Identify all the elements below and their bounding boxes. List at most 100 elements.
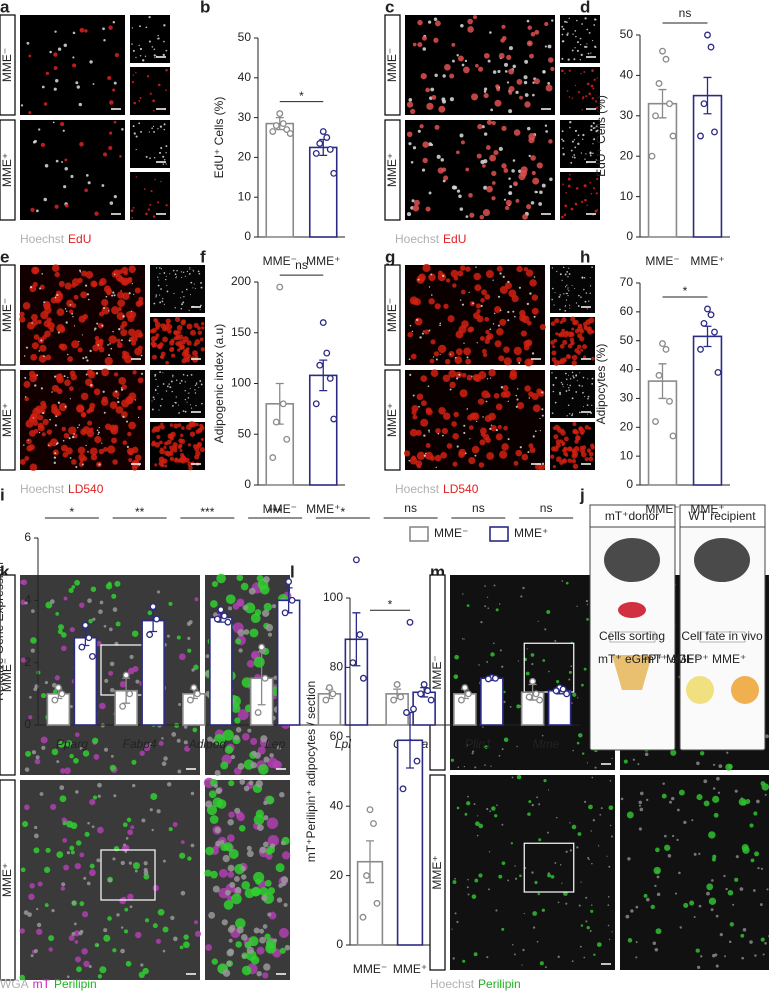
cell: [579, 37, 582, 40]
cell: [190, 329, 197, 336]
cell: [490, 652, 495, 657]
diagram-title: WT recipient: [688, 509, 756, 523]
cell: [47, 321, 55, 330]
cell: [607, 896, 610, 898]
cell: [495, 433, 503, 441]
cell: [669, 800, 672, 804]
cell: [569, 413, 571, 415]
cell: [255, 809, 265, 818]
cell: [571, 960, 574, 963]
cell: [441, 434, 444, 437]
cell: [457, 55, 464, 62]
cell: [55, 79, 59, 83]
cell: [529, 53, 534, 59]
cell: [29, 883, 35, 889]
cell: [84, 831, 90, 837]
cell: [661, 793, 667, 799]
micrograph: [620, 775, 769, 970]
cell: [585, 153, 587, 155]
cell: [459, 389, 468, 398]
y-tick-label: 80: [330, 660, 344, 674]
cell: [596, 77, 599, 79]
cell: [56, 388, 63, 395]
cell: [460, 140, 465, 145]
cell: [670, 749, 677, 756]
cell: [425, 87, 430, 93]
cell: [194, 384, 197, 387]
cell: [582, 138, 584, 141]
cell: [486, 596, 489, 598]
cell: [159, 342, 164, 347]
cell: [568, 389, 570, 391]
y-tick-label: 2: [24, 655, 31, 669]
cell: [412, 414, 418, 420]
cell: [36, 209, 39, 213]
cell: [182, 336, 189, 343]
cell: [128, 861, 132, 865]
cell: [205, 944, 213, 951]
cell: [183, 740, 188, 745]
cell: [483, 159, 488, 164]
cell: [108, 354, 111, 357]
cell: [572, 422, 577, 427]
cell: [478, 371, 487, 380]
cell: [689, 900, 695, 906]
cell: [112, 390, 120, 398]
y-axis-label: EdU⁺ Cells (%): [212, 97, 226, 179]
cell: [526, 126, 531, 131]
cell: [683, 902, 689, 908]
cell: [79, 141, 84, 147]
cell: [280, 876, 289, 884]
cell: [575, 129, 577, 132]
cell: [157, 284, 160, 287]
cell: [205, 800, 213, 808]
cell: [461, 372, 467, 378]
cell: [655, 847, 660, 853]
cell: [562, 147, 564, 149]
cell: [491, 170, 497, 177]
cell: [186, 374, 189, 377]
cell: [228, 780, 235, 787]
cell: [41, 403, 47, 410]
cell: [241, 874, 247, 880]
y-tick-label: 50: [620, 333, 634, 347]
cell: [566, 284, 568, 286]
cell: [590, 445, 595, 450]
cell: [492, 70, 497, 74]
cell: [561, 57, 564, 60]
cell: [403, 450, 411, 457]
data-point: [648, 152, 656, 160]
cell: [41, 273, 44, 275]
cell: [506, 81, 510, 84]
data-point: [126, 690, 134, 698]
data-point: [153, 615, 161, 623]
cell: [766, 888, 769, 891]
cell: [181, 303, 183, 306]
cell: [429, 455, 435, 461]
cell: [68, 386, 74, 392]
cell: [123, 929, 129, 934]
cell: [160, 425, 165, 430]
data-point: [559, 685, 567, 693]
cell: [718, 764, 723, 769]
cell: [71, 459, 77, 465]
cell: [112, 21, 116, 24]
cell: [143, 873, 150, 880]
cell: [199, 447, 205, 453]
cell: [703, 779, 708, 784]
cell: [124, 850, 128, 854]
cell: [486, 378, 489, 380]
cell: [568, 96, 571, 98]
cell: [408, 142, 412, 146]
cell: [95, 372, 99, 375]
cell: [471, 375, 473, 378]
cell: [98, 346, 105, 353]
cell: [477, 123, 483, 130]
cell: [481, 289, 487, 296]
cell: [577, 134, 580, 137]
cell: [554, 862, 557, 864]
cell: [183, 941, 190, 949]
cell: [757, 867, 760, 870]
cell: [278, 927, 289, 938]
cell: [584, 158, 586, 160]
